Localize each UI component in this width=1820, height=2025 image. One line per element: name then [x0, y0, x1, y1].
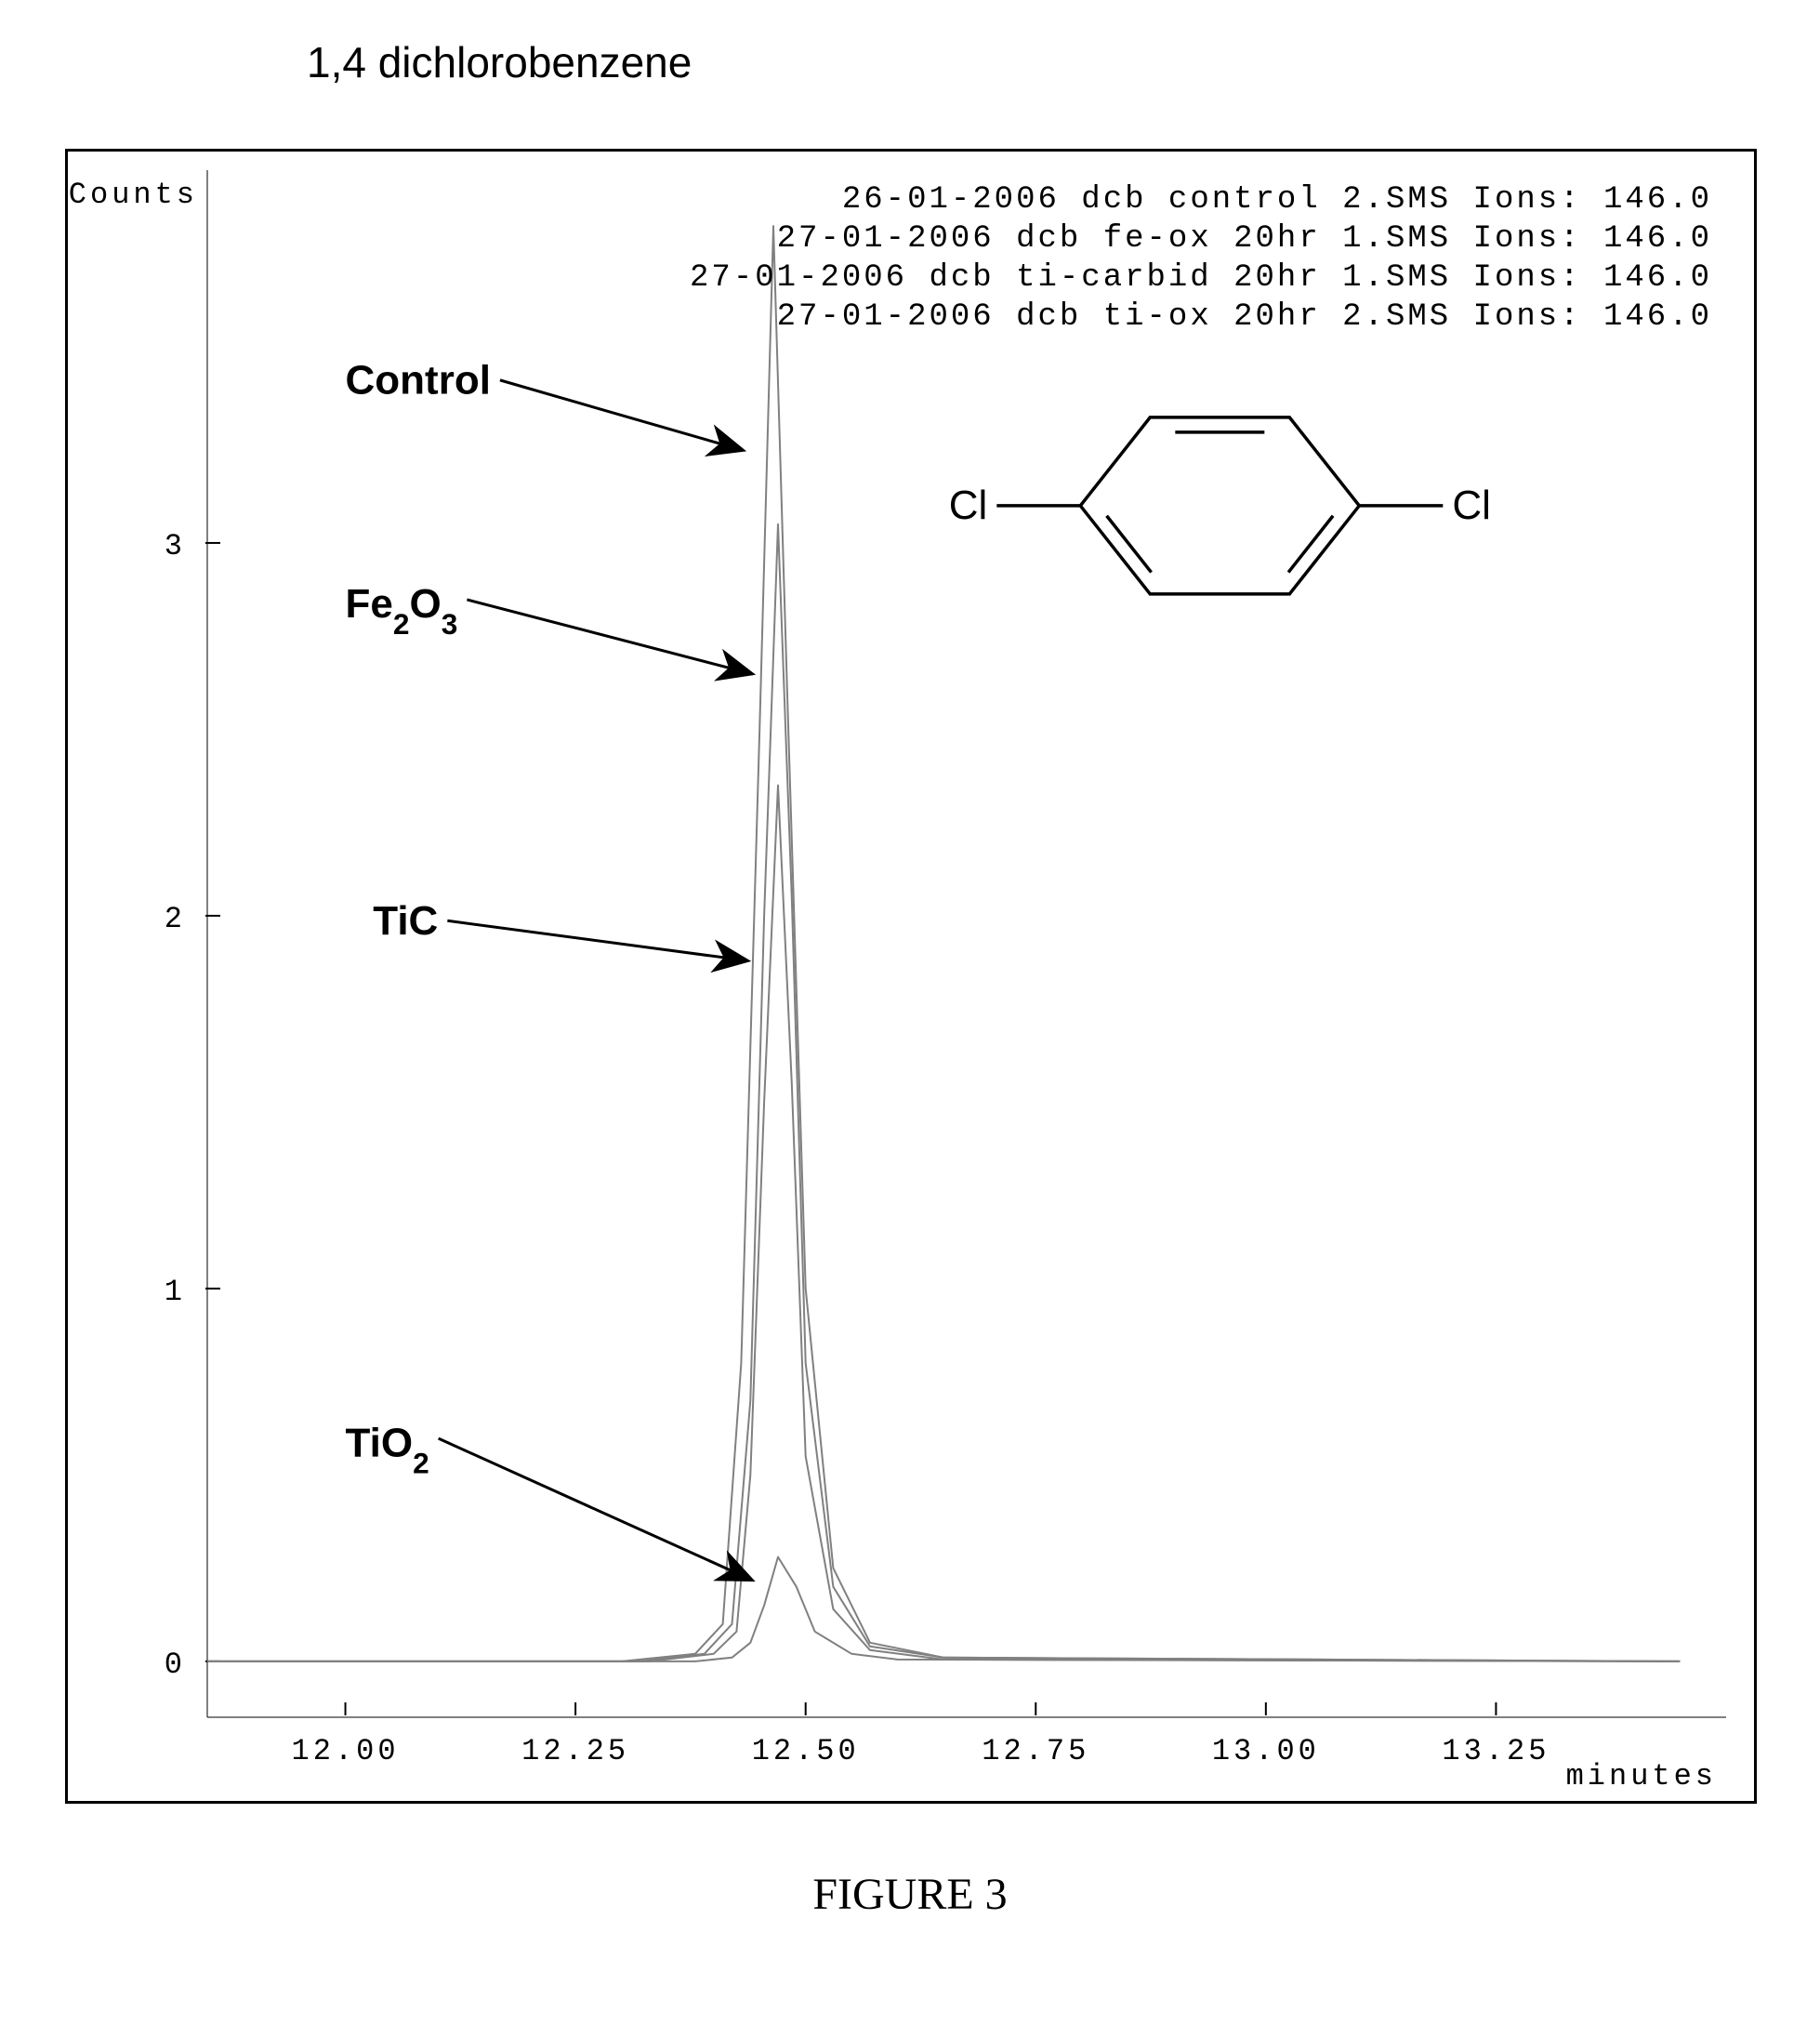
svg-text:13.00: 13.00 [1212, 1734, 1320, 1768]
svg-text:Cl: Cl [1452, 483, 1491, 528]
svg-text:1: 1 [165, 1275, 184, 1309]
svg-text:2: 2 [165, 902, 184, 936]
svg-text:Cl: Cl [949, 483, 988, 528]
svg-text:kCounts: kCounts [68, 178, 198, 212]
svg-text:12.25: 12.25 [521, 1734, 629, 1768]
svg-text:27-01-2006 dcb fe-ox 20hr 1.SM: 27-01-2006 dcb fe-ox 20hr 1.SMS Ions: 14… [777, 221, 1712, 257]
svg-text:12.00: 12.00 [292, 1734, 400, 1768]
svg-text:13.25: 13.25 [1442, 1734, 1550, 1768]
svg-text:Control: Control [346, 358, 491, 404]
svg-text:0: 0 [165, 1648, 184, 1682]
svg-text:minutes: minutes [1566, 1759, 1717, 1793]
svg-text:26-01-2006 dcb control 2.SMS I: 26-01-2006 dcb control 2.SMS Ions: 146.0 [842, 182, 1712, 218]
svg-text:12.50: 12.50 [752, 1734, 860, 1768]
svg-text:TiO2: TiO2 [346, 1420, 429, 1479]
svg-text:3: 3 [165, 529, 184, 563]
chromatogram-chart: kCounts 0 1 2 3 12.00 12.25 12.50 12.75 13.00 13.2… [68, 152, 1754, 1801]
plot-frame: kCounts 0 1 2 3 12.00 12.25 12.50 12.75 13.00 13.2… [65, 149, 1757, 1804]
svg-text:12.75: 12.75 [982, 1734, 1089, 1768]
svg-text:Fe2O3: Fe2O3 [346, 581, 458, 641]
figure-title: 1,4 dichlorobenzene [307, 37, 692, 87]
figure-caption: FIGURE 3 [0, 1869, 1820, 1920]
figure-page: 1,4 dichlorobenzene kCounts 0 1 2 3 12.00 12.2… [0, 0, 1820, 2025]
svg-text:27-01-2006 dcb ti-carbid 20hr: 27-01-2006 dcb ti-carbid 20hr 1.SMS Ions… [690, 260, 1712, 296]
svg-text:27-01-2006 dcb ti-ox 20hr 2.SM: 27-01-2006 dcb ti-ox 20hr 2.SMS Ions: 14… [777, 299, 1712, 335]
svg-text:TiC: TiC [373, 898, 438, 944]
